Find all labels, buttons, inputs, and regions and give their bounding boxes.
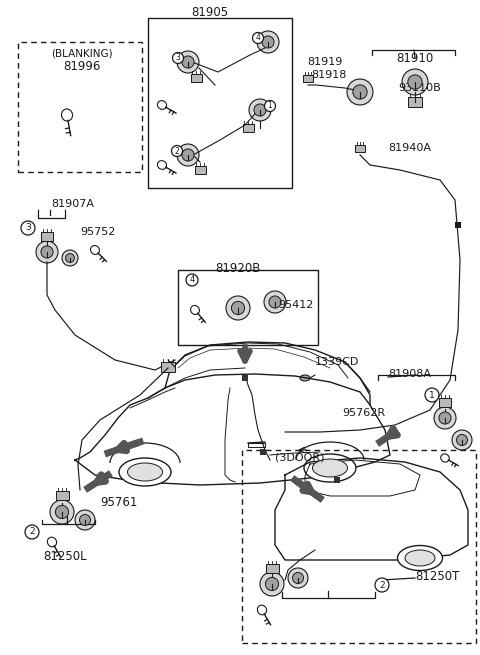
Circle shape bbox=[353, 85, 367, 99]
Bar bbox=[408, 97, 422, 107]
Circle shape bbox=[439, 412, 451, 424]
Circle shape bbox=[408, 75, 422, 89]
Text: 81940A: 81940A bbox=[388, 143, 431, 153]
Circle shape bbox=[182, 56, 194, 68]
Text: 95762R: 95762R bbox=[342, 408, 385, 418]
Circle shape bbox=[172, 52, 183, 64]
Text: 95752: 95752 bbox=[80, 227, 115, 237]
Text: 1: 1 bbox=[429, 390, 435, 400]
Circle shape bbox=[36, 241, 58, 263]
Circle shape bbox=[434, 407, 456, 429]
Circle shape bbox=[186, 274, 198, 286]
Circle shape bbox=[347, 79, 373, 105]
Circle shape bbox=[41, 246, 53, 258]
Circle shape bbox=[21, 221, 35, 235]
Circle shape bbox=[177, 144, 199, 166]
Text: 93110B: 93110B bbox=[398, 83, 441, 93]
Bar bbox=[242, 124, 253, 132]
Text: 81919: 81919 bbox=[307, 57, 342, 67]
Bar bbox=[303, 75, 313, 81]
Circle shape bbox=[375, 578, 389, 592]
Ellipse shape bbox=[300, 375, 310, 381]
Ellipse shape bbox=[312, 459, 348, 477]
Ellipse shape bbox=[304, 454, 356, 482]
Bar bbox=[41, 231, 53, 240]
Text: 81996: 81996 bbox=[63, 60, 101, 73]
Ellipse shape bbox=[405, 550, 435, 566]
Bar bbox=[439, 398, 451, 407]
Bar bbox=[260, 449, 266, 455]
Circle shape bbox=[249, 99, 271, 121]
Circle shape bbox=[62, 250, 78, 266]
Circle shape bbox=[252, 33, 264, 43]
Text: 3: 3 bbox=[176, 54, 180, 62]
Ellipse shape bbox=[128, 463, 163, 481]
Circle shape bbox=[226, 296, 250, 320]
Text: (3DOOR): (3DOOR) bbox=[275, 453, 324, 463]
Circle shape bbox=[231, 301, 245, 314]
Circle shape bbox=[265, 578, 278, 591]
Bar bbox=[355, 145, 365, 151]
Circle shape bbox=[452, 430, 472, 450]
Circle shape bbox=[264, 100, 276, 111]
Text: 81250T: 81250T bbox=[415, 571, 459, 584]
Ellipse shape bbox=[397, 546, 443, 571]
Bar bbox=[161, 362, 175, 372]
Circle shape bbox=[269, 296, 281, 308]
Circle shape bbox=[262, 36, 274, 48]
Circle shape bbox=[25, 525, 39, 539]
Text: 2: 2 bbox=[379, 580, 385, 590]
Text: 81907A: 81907A bbox=[51, 199, 95, 209]
Bar bbox=[194, 166, 205, 174]
Text: 95412: 95412 bbox=[278, 300, 313, 310]
Text: 81918: 81918 bbox=[311, 70, 347, 80]
Circle shape bbox=[80, 514, 91, 525]
Circle shape bbox=[264, 291, 286, 313]
Circle shape bbox=[402, 69, 428, 95]
Text: 81905: 81905 bbox=[192, 5, 228, 18]
Bar bbox=[242, 450, 476, 643]
Circle shape bbox=[55, 506, 69, 519]
Circle shape bbox=[177, 51, 199, 73]
Text: 2: 2 bbox=[29, 527, 35, 536]
Text: 81908A: 81908A bbox=[388, 369, 431, 379]
Bar bbox=[265, 563, 278, 572]
Circle shape bbox=[257, 31, 279, 53]
Ellipse shape bbox=[119, 458, 171, 486]
Circle shape bbox=[75, 510, 95, 530]
Bar bbox=[455, 222, 461, 228]
Circle shape bbox=[254, 104, 266, 116]
Text: 81910: 81910 bbox=[396, 52, 433, 64]
Bar bbox=[191, 74, 202, 82]
Bar bbox=[334, 477, 340, 483]
Text: 1339CD: 1339CD bbox=[315, 357, 360, 367]
Circle shape bbox=[171, 145, 182, 157]
Text: 4: 4 bbox=[190, 276, 194, 284]
Text: (BLANKING): (BLANKING) bbox=[51, 48, 113, 58]
Text: 81920B: 81920B bbox=[215, 263, 260, 276]
Circle shape bbox=[50, 500, 74, 524]
Bar bbox=[18, 42, 142, 172]
Text: 2: 2 bbox=[175, 147, 180, 155]
Circle shape bbox=[260, 572, 284, 596]
Bar bbox=[56, 491, 69, 500]
Bar bbox=[178, 270, 318, 345]
Text: 1: 1 bbox=[268, 102, 272, 111]
Bar bbox=[148, 18, 292, 188]
Text: 4: 4 bbox=[255, 33, 261, 43]
Circle shape bbox=[288, 568, 308, 588]
Text: 95761: 95761 bbox=[100, 495, 137, 508]
Circle shape bbox=[456, 434, 468, 445]
Circle shape bbox=[182, 149, 194, 161]
Text: 3: 3 bbox=[25, 223, 31, 233]
Bar bbox=[242, 375, 248, 381]
Circle shape bbox=[292, 572, 303, 584]
Circle shape bbox=[66, 253, 74, 263]
Circle shape bbox=[425, 388, 439, 402]
Text: 81250L: 81250L bbox=[43, 550, 87, 563]
